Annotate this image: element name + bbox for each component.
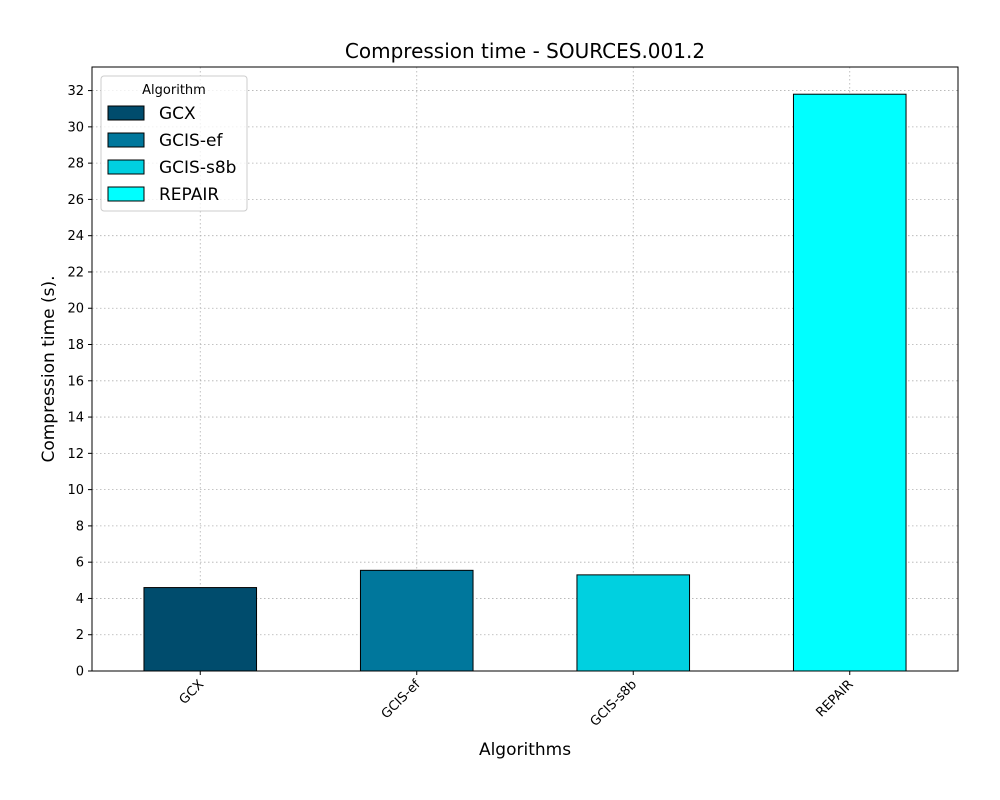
y-tick-label: 2 — [76, 628, 84, 643]
x-axis-title: Algorithms — [479, 740, 571, 760]
legend: Algorithm GCX GCIS-ef GCIS-s8b REPAIR — [100, 75, 248, 212]
y-axis-title: Compression time (s). — [39, 275, 59, 462]
legend-swatch — [107, 132, 145, 148]
bars — [143, 93, 907, 672]
x-tick-label: GCX — [177, 677, 208, 708]
y-tick-label: 0 — [76, 665, 84, 680]
y-tick-label: 16 — [67, 374, 84, 389]
y-tick-label: 8 — [76, 519, 84, 534]
y-tick-label: 14 — [67, 411, 84, 426]
y-tick-label: 12 — [67, 447, 84, 462]
bar-gcx — [143, 587, 258, 672]
legend-swatch — [107, 159, 145, 175]
legend-title: Algorithm — [142, 83, 206, 98]
legend-entry-label: GCIS-s8b — [159, 158, 236, 178]
legend-entry-label: GCX — [159, 104, 196, 124]
y-tick-label: 4 — [76, 592, 84, 607]
x-tick-label: REPAIR — [813, 677, 856, 720]
y-tick-label: 24 — [67, 229, 84, 244]
y-tick-label: 28 — [67, 157, 84, 172]
y-tick-label: 20 — [67, 302, 84, 317]
y-tick-label: 10 — [67, 483, 84, 498]
bar-repair — [792, 93, 907, 672]
y-tick-label: 26 — [67, 193, 84, 208]
legend-entry-label: GCIS-ef — [159, 131, 223, 151]
legend-entry-label: REPAIR — [159, 185, 219, 205]
legend-swatch — [107, 105, 145, 121]
y-tick-label: 18 — [67, 338, 84, 353]
y-tick-label: 6 — [76, 556, 84, 571]
chart-title: Compression time - SOURCES.001.2 — [345, 39, 705, 63]
y-tick-label: 22 — [67, 265, 84, 280]
bar-gcis-ef — [359, 569, 474, 672]
plot-frame — [91, 66, 959, 672]
x-axis-ticks: GCX GCIS-ef GCIS-s8b REPAIR — [177, 671, 857, 730]
x-tick-label: GCIS-s8b — [588, 677, 640, 729]
bar-gcis-s8b — [576, 574, 691, 672]
x-tick-label: GCIS-ef — [379, 677, 424, 722]
y-tick-label: 32 — [67, 84, 84, 99]
legend-swatch — [107, 186, 145, 202]
y-tick-label: 30 — [67, 120, 84, 135]
